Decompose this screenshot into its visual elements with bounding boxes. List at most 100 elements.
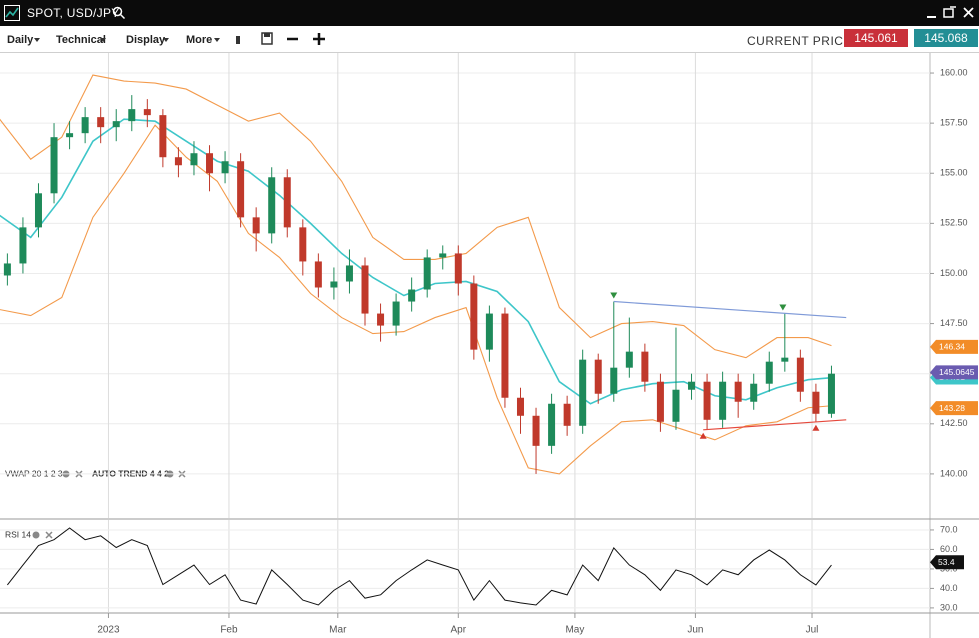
candle-body [19, 227, 27, 264]
band-line [0, 124, 832, 475]
candle-body [299, 227, 307, 262]
candle-body [330, 281, 338, 288]
candle-body [283, 177, 291, 228]
indicator-label: AUTO TREND 4 4 2 [92, 468, 169, 478]
y-tick-label: 70.0 [940, 524, 958, 534]
candle-body [610, 367, 618, 394]
candle-body [516, 397, 524, 416]
candle-body [750, 383, 758, 402]
candle-body [656, 381, 664, 422]
candle-body [532, 415, 540, 446]
trend-line [703, 419, 847, 431]
rsi-line [6, 527, 832, 606]
menu-daily[interactable]: Daily [7, 34, 34, 46]
candle-body [594, 359, 602, 394]
candle-body [548, 403, 556, 446]
indicator-settings[interactable] [32, 470, 186, 539]
candle-body [439, 253, 447, 258]
candle-body [579, 359, 587, 426]
price-tag [930, 339, 978, 354]
chart: VWAP 20 1 2 3 AUTO TREND 4 4 2 RSI 14 14… [0, 53, 979, 638]
candle-body [688, 381, 696, 390]
y-tick-label: 150.00 [940, 268, 968, 278]
candle-body [81, 117, 89, 134]
y-tick-label: 40.0 [940, 583, 958, 593]
candle-body [190, 153, 198, 166]
search-icon[interactable] [112, 6, 126, 20]
candle-body [345, 265, 353, 282]
open-icon[interactable] [236, 36, 240, 44]
candle-body [50, 137, 58, 194]
candle-body [97, 117, 105, 128]
candle-body [563, 403, 571, 426]
window-controls[interactable] [917, 5, 977, 21]
title-bar: SPOT, USD/JPY [0, 0, 979, 26]
window-title: SPOT, USD/JPY [27, 6, 120, 20]
candle-body [159, 115, 167, 158]
candle-body [470, 283, 478, 350]
candle-body [796, 357, 804, 392]
candle-body [221, 161, 229, 174]
current-price-label: CURRENT PRICE: [747, 34, 856, 48]
y-tick-label: 155.00 [940, 168, 968, 178]
price-tag-label: 143.28 [939, 403, 965, 413]
price-tag-label: 53.4 [938, 557, 955, 567]
candle-body [408, 289, 416, 302]
candle-body [268, 177, 276, 234]
price-tag [930, 365, 978, 380]
candle-body [252, 217, 260, 234]
candle-body [314, 261, 322, 288]
ask-price[interactable]: 145.068 [914, 29, 978, 47]
candle-body [812, 391, 820, 414]
y-tick-label: 140.00 [940, 468, 968, 478]
candle-body [827, 373, 835, 414]
y-tick-label: 142.50 [940, 418, 968, 428]
candle-body [485, 313, 493, 350]
candle-body [454, 253, 462, 284]
x-tick-label: Jul [806, 625, 819, 636]
pivot-marker [779, 304, 787, 311]
x-tick-label: 2023 [97, 625, 120, 636]
candle-body [66, 133, 74, 138]
pivot-marker [699, 432, 707, 439]
x-tick-label: May [565, 625, 584, 636]
toolbar-actions[interactable] [258, 26, 338, 53]
toolbar: Daily Technical Display More CURRENT PRI… [0, 26, 979, 53]
candle-body [641, 351, 649, 382]
candle-body [377, 313, 385, 326]
candle-body [237, 161, 245, 218]
price-tag-label: 146.34 [939, 342, 965, 352]
menu-more[interactable]: More [186, 34, 213, 46]
candle-body [423, 257, 431, 290]
candle-body [34, 193, 42, 228]
indicator-label: RSI 14 [5, 529, 31, 539]
candle-body [112, 121, 120, 128]
y-tick-label: 157.50 [940, 118, 968, 128]
candle-body [174, 157, 182, 166]
band-line [0, 74, 832, 359]
pivot-marker [812, 424, 820, 431]
candle-body [128, 109, 136, 122]
x-tick-label: Feb [220, 625, 238, 636]
candle-body [206, 153, 214, 174]
menu-display[interactable]: Display [126, 34, 166, 46]
x-tick-label: Jun [687, 625, 703, 636]
candle-body [781, 357, 789, 362]
y-tick-label: 30.0 [940, 602, 958, 612]
menu-technical[interactable]: Technical [56, 34, 106, 46]
trend-line [613, 300, 847, 319]
price-tag [930, 555, 964, 570]
candle-body [501, 313, 509, 398]
x-tick-label: Mar [329, 625, 347, 636]
candle-body [625, 351, 633, 368]
y-tick-label: 60.0 [940, 544, 958, 554]
candle-body [765, 361, 773, 384]
candle-body [703, 381, 711, 420]
candle-body [734, 381, 742, 402]
bid-price[interactable]: 145.061 [844, 29, 908, 47]
band-line [0, 118, 832, 405]
indicator-label: VWAP 20 1 2 3 [5, 468, 63, 478]
y-tick-label: 152.50 [940, 218, 968, 228]
pivot-marker [610, 292, 618, 299]
